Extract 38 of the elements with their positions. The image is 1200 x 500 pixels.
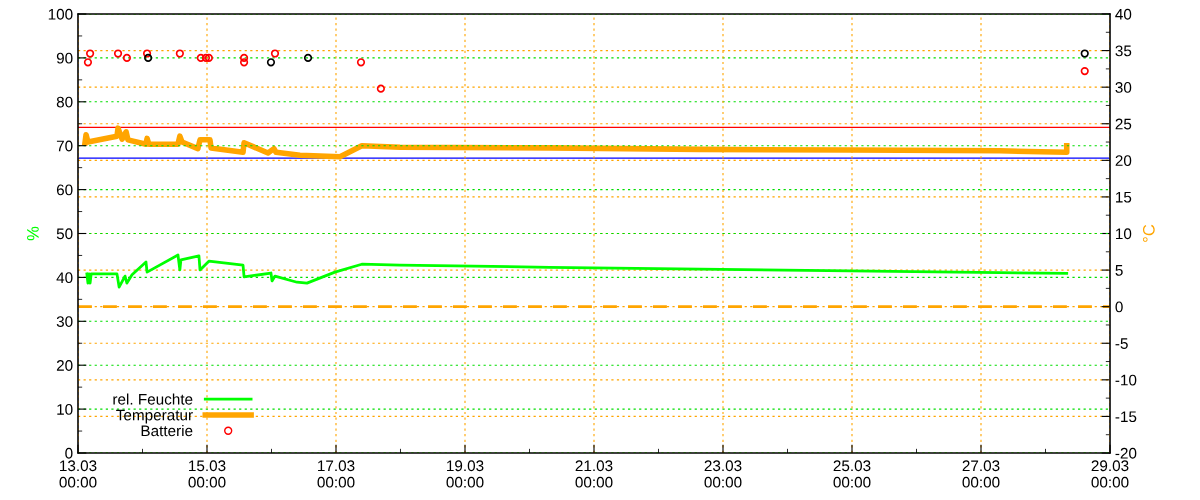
y2-tick-label: 40 [1115, 8, 1132, 20]
y-tick-label: 80 [56, 96, 73, 108]
x-tick-label: 25.03 00:00 [833, 460, 871, 488]
legend-label: rel. Feuchte [113, 393, 193, 405]
y2-tick-label: 20 [1115, 155, 1132, 167]
y2-tick-label: 30 [1115, 82, 1132, 93]
x-tick-label: 29.03 00:00 [1091, 460, 1129, 488]
y2-tick-label: -20 [1115, 447, 1137, 459]
y-tick-label: 20 [56, 360, 73, 371]
y-tick-label: 0 [65, 447, 73, 459]
y2-tick-label: -10 [1115, 374, 1137, 386]
y2-tick-label: 10 [1116, 228, 1132, 240]
y2-tick-label: 35 [1115, 45, 1132, 57]
y-tick-label: 10 [57, 403, 73, 415]
y-tick-label: 40 [56, 272, 73, 284]
y-tick-label: 70 [56, 140, 73, 152]
y-tick-label: 30 [56, 316, 73, 327]
legend-label: Batterie [141, 425, 193, 437]
y2-tick-label: 15 [1116, 191, 1132, 203]
x-tick-label: 23.03 00:00 [704, 460, 742, 488]
y2-axis-title: °C [1142, 224, 1155, 242]
x-tick-label: 19.03 00:00 [446, 460, 484, 488]
x-tick-label: 13.03 00:00 [59, 460, 97, 488]
legend-label: Temperatur [116, 409, 193, 424]
x-tick-label: 17.03 00:00 [317, 460, 355, 488]
y2-tick-label: 5 [1115, 265, 1123, 276]
y-tick-label: 90 [56, 52, 73, 64]
y-axis-title: % [27, 226, 39, 241]
y-tick-label: 50 [56, 228, 73, 240]
y2-tick-label: -15 [1115, 411, 1137, 423]
x-tick-label: 27.03 00:00 [962, 460, 1000, 488]
x-tick-label: 15.03 00:00 [188, 460, 226, 488]
y-tick-label: 100 [48, 8, 73, 20]
y2-tick-label: 25 [1115, 118, 1132, 130]
x-tick-label: 21.03 00:00 [575, 460, 613, 488]
y-tick-label: 60 [56, 184, 73, 196]
y2-tick-label: 0 [1115, 301, 1123, 313]
y2-tick-label: -5 [1115, 338, 1128, 349]
